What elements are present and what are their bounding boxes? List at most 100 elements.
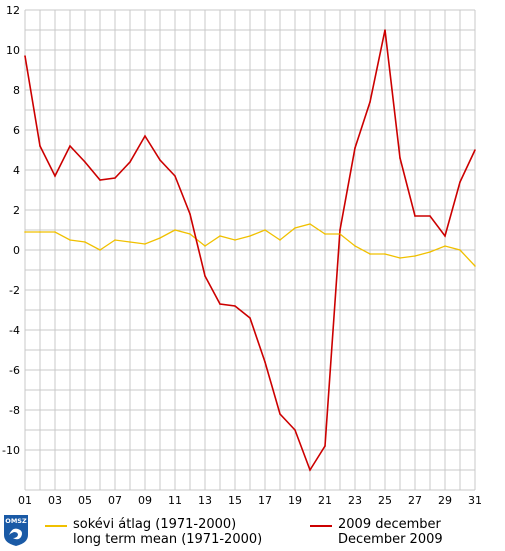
legend-swatch-mean (45, 525, 67, 527)
data-point-1 (159, 159, 161, 161)
data-point-1 (429, 215, 431, 217)
data-point-1 (459, 181, 461, 183)
y-tick-label: -2 (9, 284, 20, 297)
data-point-1 (414, 215, 416, 217)
data-point-1 (294, 429, 296, 431)
data-point-0 (174, 229, 176, 231)
y-tick-label: 8 (13, 84, 20, 97)
legend-label-2009-en: December 2009 (338, 532, 443, 547)
x-tick-label: 27 (408, 494, 422, 507)
data-point-0 (159, 237, 161, 239)
y-tick-label: 2 (13, 204, 20, 217)
data-point-1 (474, 149, 476, 151)
data-point-0 (324, 233, 326, 235)
data-point-0 (234, 239, 236, 241)
x-tick-labels: 01 03 05 07 09 11 13 15 17 19 21 23 25 27 29 31 (18, 494, 482, 507)
y-tick-label: 10 (6, 44, 20, 57)
data-point-1 (219, 303, 221, 305)
y-tick-label: -4 (9, 324, 20, 337)
logo-text: OMSZ (5, 517, 27, 525)
data-point-0 (339, 233, 341, 235)
data-point-1 (24, 55, 26, 57)
data-point-1 (279, 413, 281, 415)
x-tick-label: 03 (48, 494, 62, 507)
x-tick-label: 19 (288, 494, 302, 507)
data-point-0 (144, 243, 146, 245)
data-point-0 (399, 257, 401, 259)
x-tick-label: 07 (108, 494, 122, 507)
legend-label-2009: 2009 december (338, 517, 441, 532)
data-point-1 (204, 275, 206, 277)
data-point-0 (444, 245, 446, 247)
data-point-1 (84, 161, 86, 163)
data-point-0 (99, 249, 101, 251)
data-point-1 (324, 445, 326, 447)
data-point-0 (354, 245, 356, 247)
data-point-1 (354, 147, 356, 149)
legend-label-mean: sokévi átlag (1971-2000) (73, 517, 237, 532)
data-point-1 (144, 135, 146, 137)
data-point-1 (369, 101, 371, 103)
x-tick-label: 05 (78, 494, 92, 507)
x-tick-label: 01 (18, 494, 32, 507)
x-tick-label: 11 (168, 494, 182, 507)
data-point-0 (84, 241, 86, 243)
data-point-0 (384, 253, 386, 255)
temperature-chart: -10 -8 -6 -4 -2 0 2 4 6 8 10 12 01 03 05 07 09 11 13 15 17 1… (2, 4, 482, 507)
data-point-1 (99, 179, 101, 181)
x-tick-label: 23 (348, 494, 362, 507)
data-point-0 (219, 235, 221, 237)
data-point-0 (24, 231, 26, 233)
y-tick-label: 0 (13, 244, 20, 257)
y-tick-label: -6 (9, 364, 20, 377)
legend-label-mean-en: long term mean (1971-2000) (73, 532, 263, 547)
x-tick-label: 21 (318, 494, 332, 507)
data-point-0 (474, 265, 476, 267)
x-tick-label: 25 (378, 494, 392, 507)
data-point-1 (69, 145, 71, 147)
data-point-0 (189, 233, 191, 235)
data-point-1 (234, 305, 236, 307)
data-point-0 (279, 239, 281, 241)
data-point-1 (129, 161, 131, 163)
series-points (24, 29, 476, 471)
data-point-0 (54, 231, 56, 233)
data-point-1 (339, 229, 341, 231)
data-point-0 (249, 235, 251, 237)
x-tick-label: 29 (438, 494, 452, 507)
y-tick-label: -8 (9, 404, 20, 417)
data-point-1 (39, 145, 41, 147)
data-point-1 (399, 157, 401, 159)
omsz-logo: OMSZ (2, 513, 30, 547)
y-tick-label: 6 (13, 124, 20, 137)
data-point-1 (384, 29, 386, 31)
data-point-1 (114, 177, 116, 179)
data-point-1 (54, 175, 56, 177)
data-point-1 (309, 469, 311, 471)
data-point-0 (459, 249, 461, 251)
data-point-0 (294, 227, 296, 229)
x-tick-label: 09 (138, 494, 152, 507)
legend-item-mean: sokévi átlag (1971-2000) long term mean … (45, 517, 275, 549)
grid (24, 9, 476, 491)
data-point-0 (114, 239, 116, 241)
data-point-0 (369, 253, 371, 255)
data-point-1 (264, 361, 266, 363)
data-point-0 (39, 231, 41, 233)
data-point-1 (189, 213, 191, 215)
y-tick-label: 12 (6, 4, 20, 17)
data-point-0 (69, 239, 71, 241)
y-tick-label: -10 (2, 444, 20, 457)
data-point-0 (429, 251, 431, 253)
y-tick-label: 4 (13, 164, 20, 177)
x-tick-label: 17 (258, 494, 272, 507)
data-point-0 (264, 229, 266, 231)
data-point-1 (444, 235, 446, 237)
y-tick-labels: -10 -8 -6 -4 -2 0 2 4 6 8 10 12 (2, 4, 20, 457)
data-point-0 (309, 223, 311, 225)
legend-item-2009: 2009 december December 2009 (310, 517, 500, 549)
legend-swatch-2009 (310, 525, 332, 527)
data-point-0 (414, 255, 416, 257)
data-point-1 (174, 175, 176, 177)
x-tick-label: 31 (468, 494, 482, 507)
